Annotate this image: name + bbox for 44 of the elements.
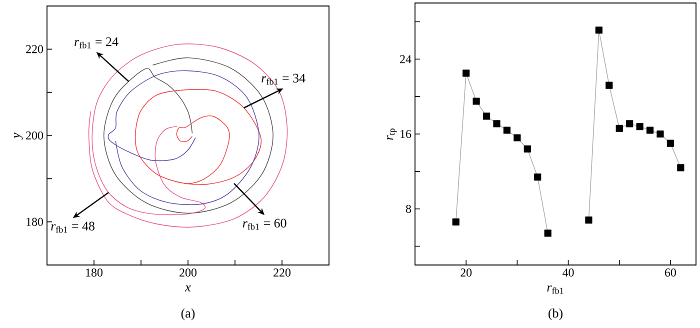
x-tick-label: 200 xyxy=(180,268,197,277)
point xyxy=(482,112,490,120)
y-axis-title: r$_{tp}$ xyxy=(386,128,397,140)
point xyxy=(595,26,602,34)
annotation: r$_{fb1}$ = 60 xyxy=(242,218,286,230)
y-tick-label: 24 xyxy=(400,55,412,64)
point xyxy=(472,98,480,105)
point xyxy=(452,218,460,226)
line-series xyxy=(134,88,262,185)
point xyxy=(462,70,470,77)
point xyxy=(503,126,511,134)
x-tick-label: 20 xyxy=(460,268,472,277)
point xyxy=(585,216,592,224)
x-tick-label: 60 xyxy=(664,268,676,277)
point xyxy=(606,82,613,89)
point xyxy=(616,124,623,132)
y-tick-label: 8 xyxy=(406,204,412,213)
text: (b) xyxy=(548,308,562,320)
point xyxy=(493,120,500,128)
text: (a) xyxy=(181,308,195,320)
y-tick-label: 200 xyxy=(26,131,44,140)
x-tick-label: 220 xyxy=(274,268,291,277)
annotation: r$_{fb1}$ = 34 xyxy=(262,74,306,85)
x-axis-title: r$_{fb1}$ xyxy=(547,285,564,294)
x-tick-label: 40 xyxy=(562,268,574,277)
y-axis-title: y xyxy=(14,132,23,140)
y-tick-label: 220 xyxy=(26,45,44,54)
annotation: r$_{fb1}$ = 24 xyxy=(74,37,118,48)
point xyxy=(666,140,674,147)
line-series xyxy=(108,70,260,206)
point xyxy=(677,164,684,172)
point xyxy=(534,173,542,181)
point xyxy=(646,126,654,134)
annotation: r$_{fb1}$ = 48 xyxy=(51,222,94,233)
point xyxy=(514,134,521,142)
point xyxy=(626,120,634,128)
y-tick-label: 16 xyxy=(400,130,412,138)
y-tick-label: 180 xyxy=(26,218,44,226)
x-axis-title: x xyxy=(184,285,191,292)
point xyxy=(524,145,531,153)
point xyxy=(544,230,552,237)
point xyxy=(636,122,644,130)
x-tick-label: 180 xyxy=(86,268,103,277)
point xyxy=(656,130,664,138)
